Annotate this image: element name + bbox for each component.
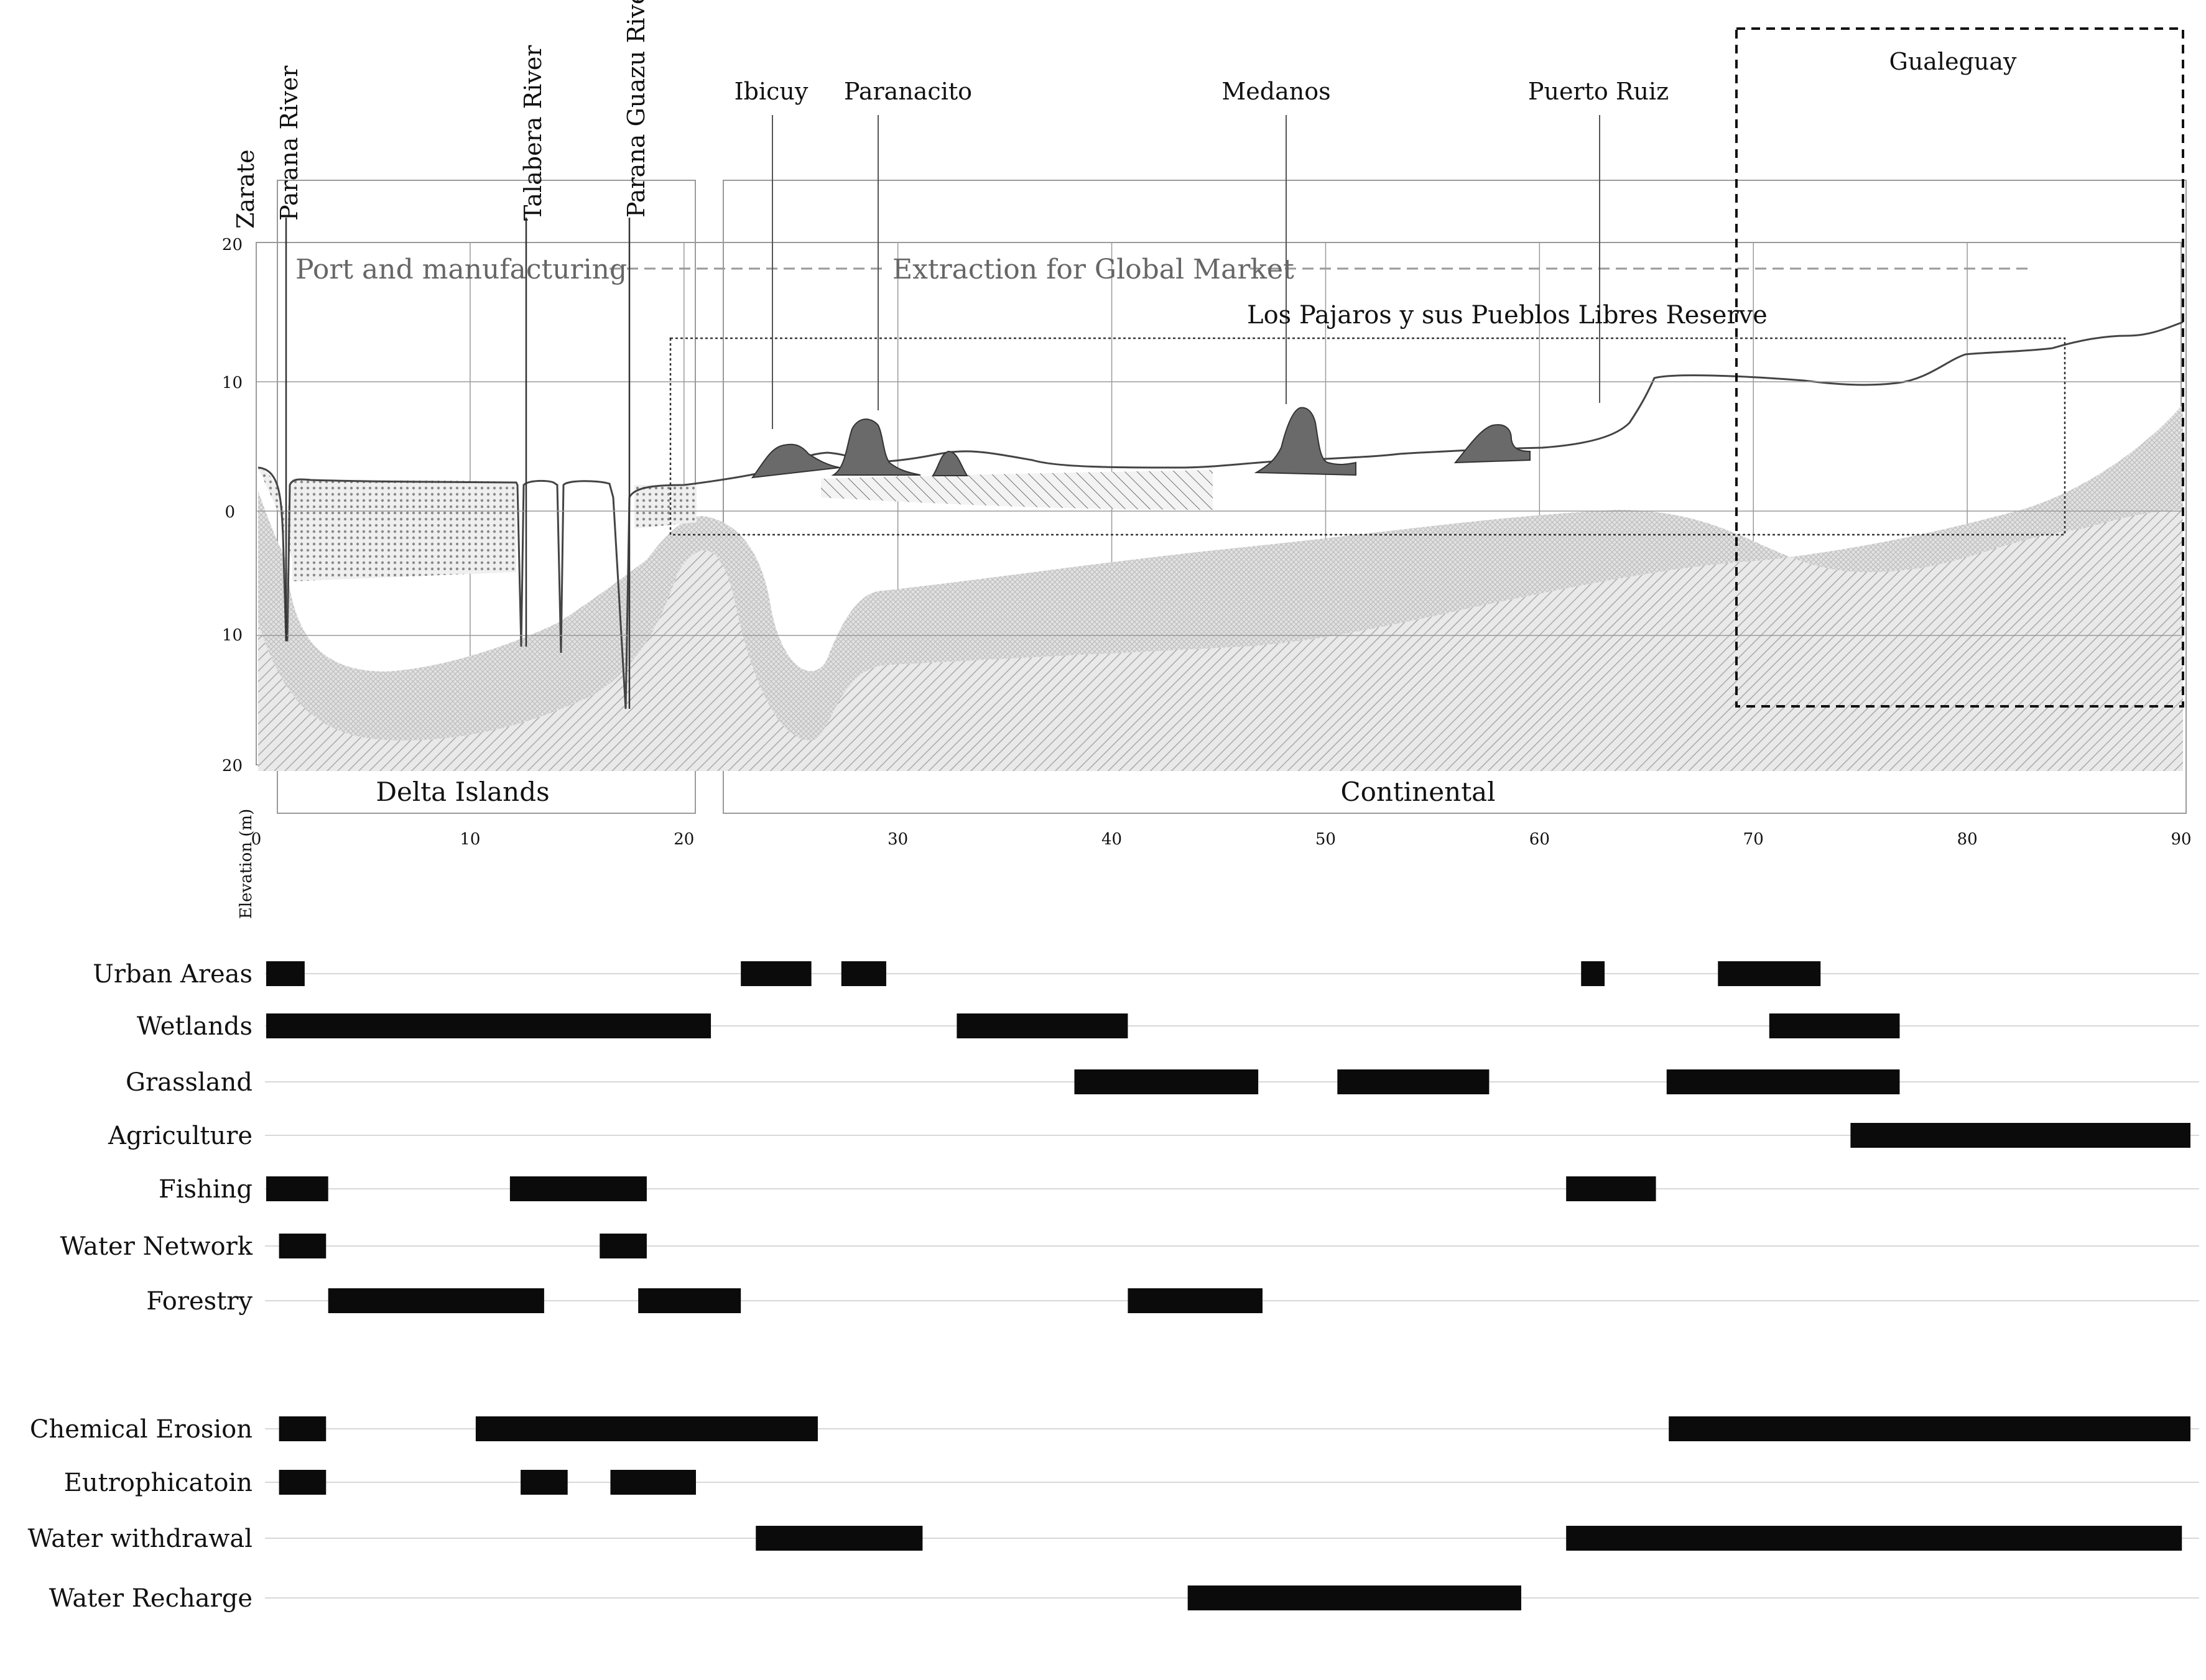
continental-frame xyxy=(723,180,2187,814)
x-tick-10: 10 xyxy=(460,830,480,849)
dune-ibicuy xyxy=(751,443,840,479)
elev-tick-20-bottom: 20 xyxy=(222,757,243,775)
land-use-chart: Urban Areas Wetlands Grassland Agriculture F… xyxy=(60,960,2199,1316)
continental-upper-layer xyxy=(821,470,1213,510)
elev-tick-10-top: 10 xyxy=(222,374,243,392)
zone-port-label: Port and manufacturing xyxy=(295,254,627,285)
x-tick-20: 20 xyxy=(674,830,694,849)
impact-bar-chemical-erosion-2 xyxy=(1669,1416,2190,1441)
landuse-bar-grassland-0 xyxy=(1074,1069,1259,1094)
place-leader-lines xyxy=(285,115,1600,709)
x-tick-60: 60 xyxy=(1529,830,1550,849)
landuse-bar-forestry-0 xyxy=(328,1288,544,1313)
zone-reserve-label: Los Pajaros y sus Pueblos Libres Reserve xyxy=(1247,301,1768,330)
landuse-bar-fishing-1 xyxy=(509,1176,647,1201)
landuse-row-label-fishing: Fishing xyxy=(159,1175,253,1204)
landuse-bar-urban-areas-1 xyxy=(741,961,812,986)
place-parana-guazu-river: Parana Guazu River xyxy=(623,0,650,218)
dune-east xyxy=(1453,424,1531,464)
dunes xyxy=(751,407,1531,479)
landuse-bar-forestry-2 xyxy=(1128,1288,1263,1313)
landuse-bar-wetlands-1 xyxy=(957,1013,1128,1038)
dune-paranacito xyxy=(831,418,968,476)
place-paranacito: Paranacito xyxy=(844,78,972,105)
mid-soil-layer xyxy=(258,404,2183,741)
zone-extraction-label: Extraction for Global Market xyxy=(892,254,1294,285)
x-tick-0: 0 xyxy=(251,830,262,849)
place-medanos: Medanos xyxy=(1221,78,1330,105)
impact-row-label-eutrophicatoin: Eutrophicatoin xyxy=(64,1469,253,1497)
impacts-chart: Chemical Erosion Eutrophicatoin Water with… xyxy=(28,1415,2199,1613)
landuse-bar-water-network-1 xyxy=(600,1234,647,1258)
x-axis-ticks: 0 10 20 30 40 50 60 70 80 90 xyxy=(251,830,2192,849)
landuse-bar-urban-areas-2 xyxy=(841,961,886,986)
impact-bar-chemical-erosion-0 xyxy=(279,1416,327,1441)
impact-bar-chemical-erosion-1 xyxy=(475,1416,818,1441)
delta-surface-layer xyxy=(258,468,697,581)
impact-row-label-water-recharge: Water Recharge xyxy=(49,1584,253,1613)
region-continental-label: Continental xyxy=(1340,777,1495,807)
place-ibicuy: Ibicuy xyxy=(735,78,809,105)
x-tick-40: 40 xyxy=(1101,830,1122,849)
landuse-row-label-urban-areas: Urban Areas xyxy=(93,960,253,989)
elev-tick-0: 0 xyxy=(225,503,235,522)
place-puerto-ruiz: Puerto Ruiz xyxy=(1528,78,1669,105)
landuse-bar-forestry-1 xyxy=(638,1288,741,1313)
reserve-dotted-box xyxy=(669,337,2066,536)
landuse-bar-water-network-0 xyxy=(279,1234,327,1258)
x-tick-70: 70 xyxy=(1743,830,1764,849)
impact-bar-water-withdrawal-1 xyxy=(1566,1526,2182,1551)
x-tick-30: 30 xyxy=(887,830,908,849)
impact-bar-eutrophicatoin-1 xyxy=(521,1470,568,1495)
elevation-axis-label: Elevation (m) xyxy=(237,809,256,919)
impact-row-label-water-withdrawal: Water withdrawal xyxy=(28,1525,253,1553)
elev-tick-10-bottom: 10 xyxy=(222,626,243,645)
landuse-bar-agriculture-0 xyxy=(1850,1123,2190,1148)
impact-bar-water-withdrawal-0 xyxy=(756,1526,923,1551)
elevation-profile: Zarate Parana River Talabera River Paran… xyxy=(222,0,2192,919)
place-talabera-river: Talabera River xyxy=(519,45,547,221)
dune-medanos xyxy=(1254,407,1356,476)
gualeguay-dashed-box xyxy=(1735,27,2184,708)
impact-row-label-chemical-erosion: Chemical Erosion xyxy=(30,1415,253,1444)
landuse-bar-fishing-2 xyxy=(1566,1176,1656,1201)
impact-bar-water-recharge-0 xyxy=(1187,1585,1521,1610)
place-parana-river: Parana River xyxy=(276,65,303,221)
place-zarate: Zarate xyxy=(232,149,259,229)
landuse-row-label-water-network: Water Network xyxy=(60,1232,253,1261)
landuse-bar-urban-areas-4 xyxy=(1718,961,1821,986)
landuse-bar-grassland-2 xyxy=(1666,1069,1900,1094)
landuse-row-label-agriculture: Agriculture xyxy=(108,1122,253,1150)
terrain-surface-line xyxy=(257,321,2184,709)
x-tick-50: 50 xyxy=(1315,830,1336,849)
landuse-bar-urban-areas-3 xyxy=(1581,961,1605,986)
landuse-row-label-forestry: Forestry xyxy=(146,1287,253,1316)
impact-bar-eutrophicatoin-0 xyxy=(279,1470,327,1495)
x-tick-80: 80 xyxy=(1957,830,1978,849)
landuse-bar-wetlands-2 xyxy=(1769,1013,1900,1038)
landuse-row-label-grassland: Grassland xyxy=(126,1068,253,1097)
x-tick-90: 90 xyxy=(2171,830,2191,849)
landuse-bar-grassland-1 xyxy=(1337,1069,1490,1094)
landuse-bar-wetlands-0 xyxy=(266,1013,711,1038)
elev-tick-20-top: 20 xyxy=(222,236,243,254)
impact-bar-eutrophicatoin-2 xyxy=(610,1470,696,1495)
deep-soil-layer xyxy=(258,404,2183,771)
gualeguay-label: Gualeguay xyxy=(1889,48,2017,75)
region-delta-label: Delta Islands xyxy=(376,777,549,807)
landuse-row-label-wetlands: Wetlands xyxy=(137,1012,253,1041)
landuse-bar-fishing-0 xyxy=(266,1176,328,1201)
landuse-bar-urban-areas-0 xyxy=(266,961,305,986)
